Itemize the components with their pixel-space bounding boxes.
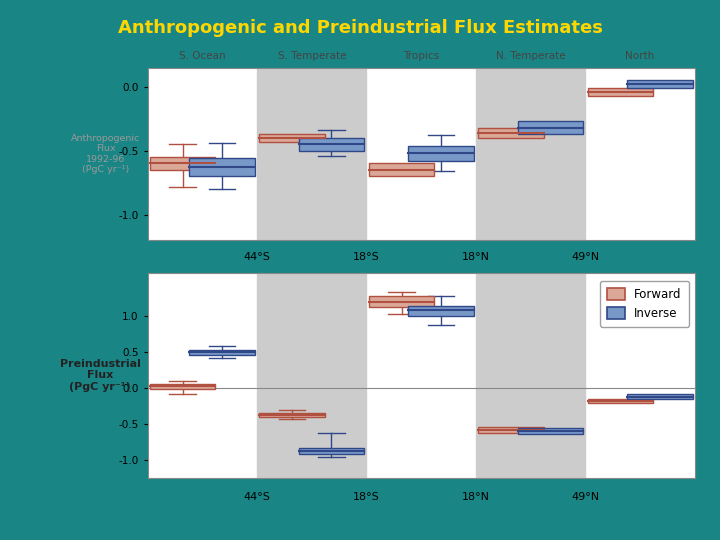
Bar (369, 164, 434, 176)
Bar (257, 273, 366, 478)
Bar (189, 350, 255, 355)
Text: 18°N: 18°N (462, 252, 490, 262)
Bar (588, 399, 653, 403)
Bar (408, 146, 474, 161)
Text: S. Ocean: S. Ocean (179, 51, 225, 60)
Bar (257, 68, 366, 240)
Bar (627, 394, 693, 399)
Text: Preindustrial
Flux
(PgC yr⁻¹): Preindustrial Flux (PgC yr⁻¹) (60, 359, 140, 392)
Bar (476, 273, 585, 478)
Text: Anthropogenic
Flux
1992-96
(PgC yr⁻¹): Anthropogenic Flux 1992-96 (PgC yr⁻¹) (71, 134, 140, 174)
Text: 49°N: 49°N (571, 252, 600, 262)
Bar (259, 413, 325, 417)
Text: 44°S: 44°S (243, 492, 271, 502)
Bar (476, 68, 585, 240)
Bar (627, 80, 693, 88)
Bar (369, 296, 434, 307)
Bar (150, 157, 215, 170)
Bar (150, 384, 215, 389)
Text: N. Temperate: N. Temperate (496, 51, 565, 60)
Text: Anthropogenic and Preindustrial Flux Estimates: Anthropogenic and Preindustrial Flux Est… (117, 19, 603, 37)
Bar (518, 428, 583, 434)
Bar (518, 122, 583, 134)
Text: 18°N: 18°N (462, 492, 490, 502)
Bar (408, 306, 474, 316)
Legend: Forward, Inverse: Forward, Inverse (600, 281, 689, 327)
Text: Tropics: Tropics (403, 51, 439, 60)
Text: 49°N: 49°N (571, 492, 600, 502)
Text: S. Temperate: S. Temperate (277, 51, 346, 60)
Bar (478, 127, 544, 138)
Text: 18°S: 18°S (353, 492, 380, 502)
Bar (259, 134, 325, 141)
Text: North: North (626, 51, 654, 60)
Bar (299, 448, 364, 454)
Bar (299, 138, 364, 151)
Text: 44°S: 44°S (243, 252, 271, 262)
Bar (588, 88, 653, 96)
Text: 18°S: 18°S (353, 252, 380, 262)
Bar (478, 427, 544, 433)
Bar (189, 158, 255, 176)
